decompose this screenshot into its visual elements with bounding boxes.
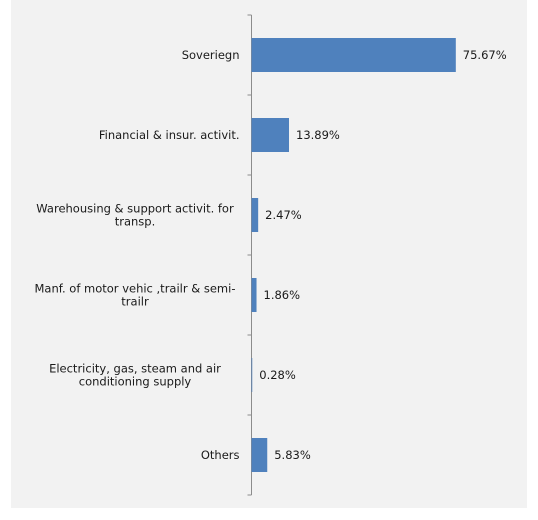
value-label: 1.86% [264, 288, 301, 302]
value-label: 0.28% [259, 368, 296, 382]
bar [251, 38, 456, 72]
category-label: Soveriegn [182, 48, 240, 62]
category-label: Warehousing & support activit. for transp… [36, 202, 234, 229]
category-label: Financial & insur. activit. [99, 128, 240, 142]
value-label: 75.67% [463, 48, 507, 62]
bar [251, 198, 259, 232]
chart-frame [11, 0, 527, 508]
value-label: 13.89% [296, 128, 340, 142]
value-label: 5.83% [274, 448, 311, 462]
category-label: Others [201, 448, 240, 462]
bar [251, 278, 257, 312]
category-label: Electricity, gas, steam and air condition… [49, 362, 221, 389]
category-label: Manf. of motor vehic ,trailr & semi-trai… [35, 282, 236, 309]
bar [251, 438, 268, 472]
bar [251, 118, 290, 152]
bar [251, 358, 253, 392]
value-label: 2.47% [265, 208, 302, 222]
